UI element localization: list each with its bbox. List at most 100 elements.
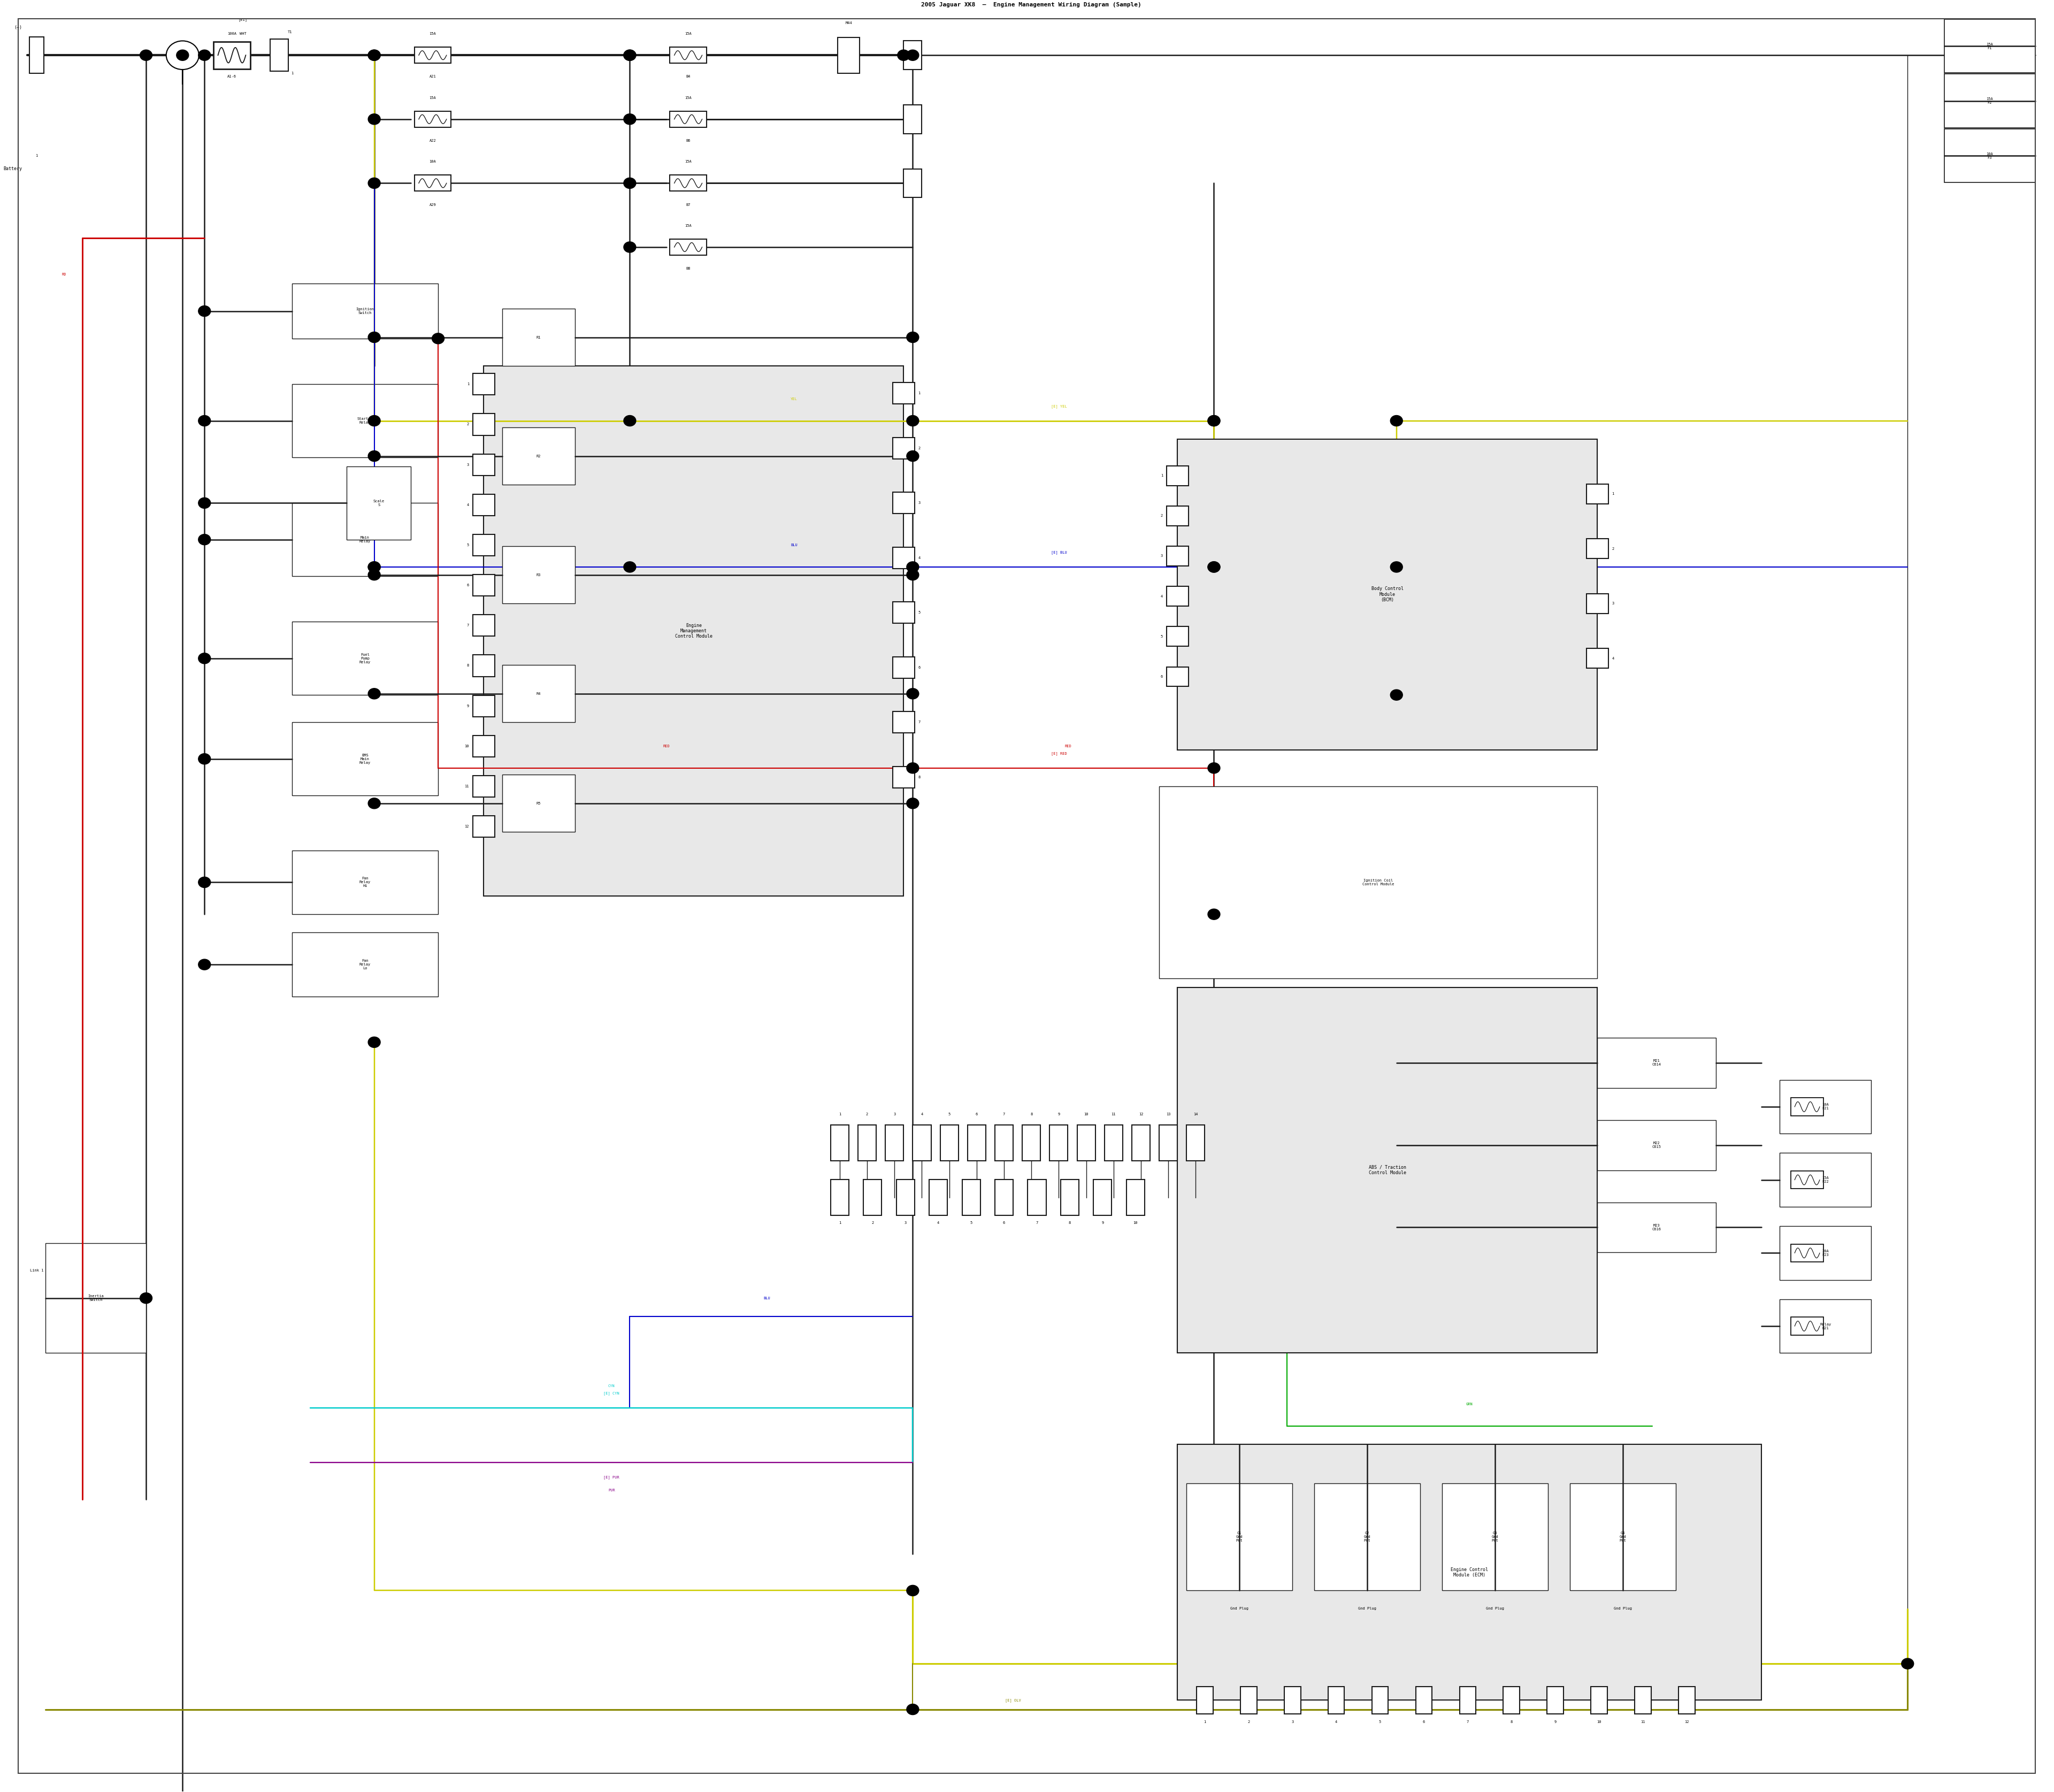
Bar [893,547,914,568]
Bar [415,176,452,192]
Circle shape [431,333,444,344]
Bar [1943,73,2036,127]
Text: 12: 12 [464,824,468,828]
Text: 5: 5 [918,611,920,615]
Text: 4: 4 [1335,1720,1337,1724]
Text: Fan
Relay
Lo: Fan Relay Lo [359,959,372,969]
Circle shape [906,50,918,61]
Text: 4: 4 [1161,595,1163,599]
Circle shape [199,50,212,61]
Bar [1460,1686,1477,1713]
Text: RED: RED [1064,744,1072,747]
Bar [292,383,438,457]
Bar [670,111,707,127]
Text: 6: 6 [976,1113,978,1116]
Text: [E] YEL: [E] YEL [1052,405,1066,409]
Bar [501,665,575,722]
Bar [1586,649,1608,668]
Bar [292,504,438,577]
Circle shape [624,242,637,253]
Bar [904,106,922,134]
Bar [1105,1125,1124,1161]
Text: 1: 1 [1161,475,1163,477]
Bar [838,38,861,73]
Text: 15A
F2: 15A F2 [1986,97,1992,104]
Text: 12: 12 [1684,1720,1688,1724]
Bar [472,453,495,475]
Text: 4: 4 [920,1113,922,1116]
Text: 10: 10 [1134,1220,1138,1224]
Bar [415,111,452,127]
Text: CYN: CYN [608,1383,614,1387]
Circle shape [199,306,212,317]
Text: 15A: 15A [684,159,692,163]
Bar [472,735,495,756]
Text: A21: A21 [429,75,435,79]
Circle shape [906,416,918,426]
Text: 7: 7 [1035,1220,1037,1224]
Bar [1167,547,1189,566]
Text: A22: A22 [429,140,435,142]
Circle shape [199,416,212,426]
Circle shape [898,50,910,61]
Text: 3: 3 [893,1113,896,1116]
Text: 2: 2 [1247,1720,1249,1724]
Circle shape [906,332,918,342]
Bar [1158,787,1598,978]
Bar [1187,1125,1206,1161]
Circle shape [624,561,637,572]
Text: 4: 4 [918,556,920,559]
Text: B4: B4 [686,75,690,79]
Circle shape [368,50,380,61]
Text: 7: 7 [918,720,920,724]
Text: EMS
Main
Relay: EMS Main Relay [359,754,372,763]
Circle shape [199,754,212,763]
Bar [501,428,575,486]
Bar [45,1244,146,1353]
Text: 1: 1 [838,1220,840,1224]
Circle shape [368,797,380,808]
Bar [1372,1686,1389,1713]
Bar [1284,1686,1300,1713]
Bar [1167,466,1189,486]
Text: 2: 2 [466,423,468,426]
Bar [1197,1686,1214,1713]
Circle shape [368,1038,380,1048]
Bar [893,437,914,459]
Circle shape [1208,763,1220,774]
Text: B8: B8 [686,267,690,271]
Circle shape [1902,1658,1914,1668]
Text: G1
Gnd
Pnt: G1 Gnd Pnt [1237,1532,1243,1543]
Bar [893,711,914,733]
Bar [928,1179,947,1215]
Bar [885,1125,904,1161]
Bar [1315,1484,1419,1591]
Text: 10A
F3: 10A F3 [1986,152,1992,159]
Bar [415,47,452,63]
Text: 5: 5 [1378,1720,1380,1724]
Text: 10: 10 [1596,1720,1602,1724]
Text: 1: 1 [466,383,468,385]
Text: R1: R1 [536,335,540,339]
Text: 5: 5 [949,1113,951,1116]
Text: Main
Relay: Main Relay [359,536,372,543]
Bar [859,1125,877,1161]
Bar [893,658,914,677]
Text: 5: 5 [969,1220,972,1224]
Bar [1415,1686,1432,1713]
Bar [1132,1125,1150,1161]
Bar [994,1179,1013,1215]
Text: 1: 1 [838,1113,840,1116]
Text: [E] RED: [E] RED [1052,751,1066,754]
Text: Battery: Battery [4,167,23,170]
Circle shape [624,177,637,188]
Text: M22
C615: M22 C615 [1651,1142,1662,1149]
Bar [472,575,495,597]
Bar [893,493,914,514]
Bar [1329,1686,1345,1713]
Text: A29: A29 [429,202,435,206]
Text: 3: 3 [1292,1720,1294,1724]
Text: Gnd Plug: Gnd Plug [1230,1607,1249,1609]
Circle shape [177,50,189,61]
Circle shape [1208,909,1220,919]
